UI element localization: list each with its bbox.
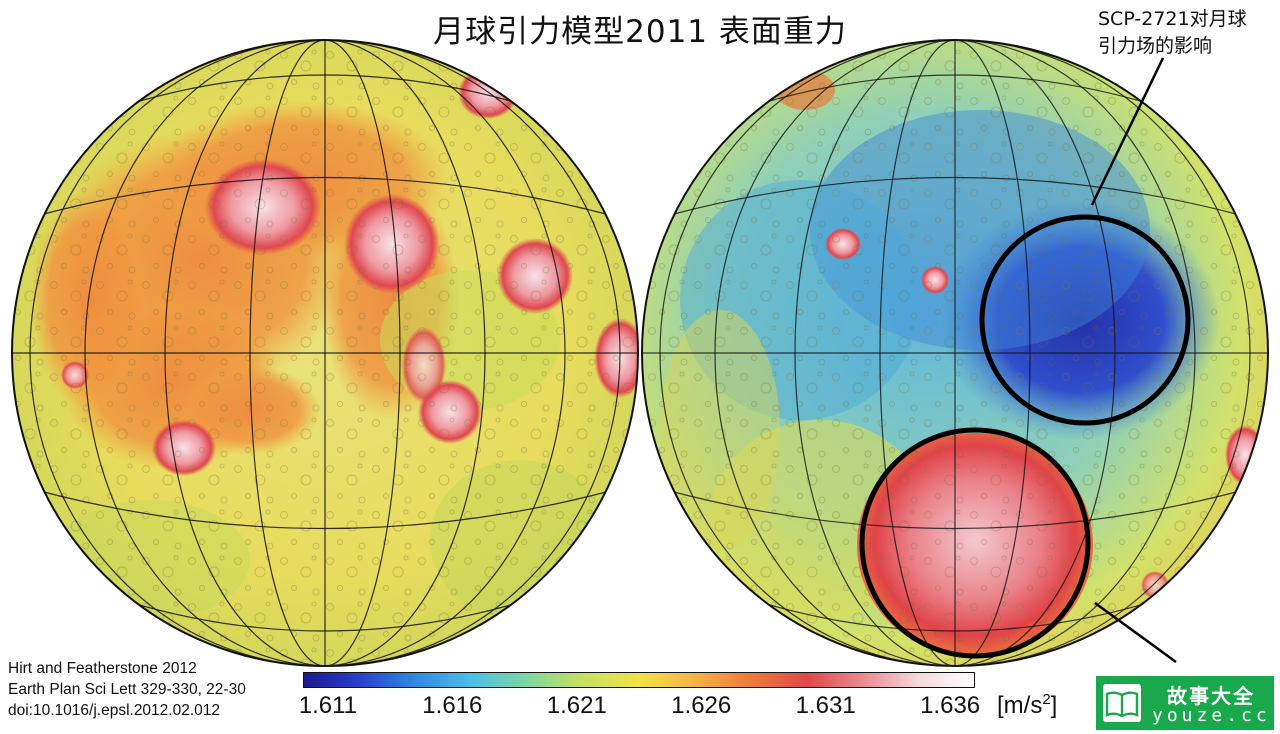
- colorbar-tick-label: 1.616: [422, 692, 483, 719]
- citation-authors: Hirt and Featherstone 2012: [8, 660, 197, 677]
- colorbar-tick-label: 1.611: [298, 692, 358, 719]
- near-side-hemisphere: [12, 40, 638, 666]
- colorbar-tick-label: 1.636: [920, 692, 981, 719]
- red-anomaly-highlight-circle: [859, 427, 1091, 659]
- lower-pointer-line: [1094, 601, 1177, 664]
- site-logo[interactable]: 故事大全 youze.cc: [1096, 676, 1274, 730]
- colorbar-tick-label: 1.621: [546, 692, 607, 719]
- source-citation: Hirt and Featherstone 2012 Earth Plan Sc…: [8, 658, 246, 721]
- far-side-outline: [641, 39, 1269, 667]
- colorbar-tick-labels: 1.611 1.616 1.621 1.626 1.631 1.636: [0, 692, 1280, 726]
- anomaly-callout: SCP-2721对月球 引力场的影响: [1098, 6, 1273, 60]
- callout-pointer-line: [1090, 57, 1165, 206]
- gravity-colorbar: [303, 672, 975, 688]
- colorbar-tick-label: 1.626: [671, 692, 732, 719]
- colorbar-tick-label: 1.631: [795, 692, 856, 719]
- map-title: 月球引力模型2011 表面重力: [433, 14, 847, 50]
- near-side-outline: [11, 39, 639, 667]
- citation-doi: doi:10.1016/j.epsl.2012.02.012: [8, 702, 221, 719]
- callout-line-2: 引力场的影响: [1098, 35, 1213, 57]
- logo-name: 故事大全: [1167, 684, 1255, 708]
- far-side-hemisphere: [642, 40, 1268, 666]
- logo-domain: youze.cc: [1152, 705, 1271, 726]
- open-book-icon: [1103, 684, 1141, 722]
- citation-journal: Earth Plan Sci Lett 329-330, 22-30: [8, 681, 246, 698]
- blue-anomaly-highlight-circle: [979, 214, 1191, 426]
- callout-line-1: SCP-2721对月球: [1098, 8, 1247, 30]
- colorbar-unit: [m/s2]: [997, 691, 1058, 719]
